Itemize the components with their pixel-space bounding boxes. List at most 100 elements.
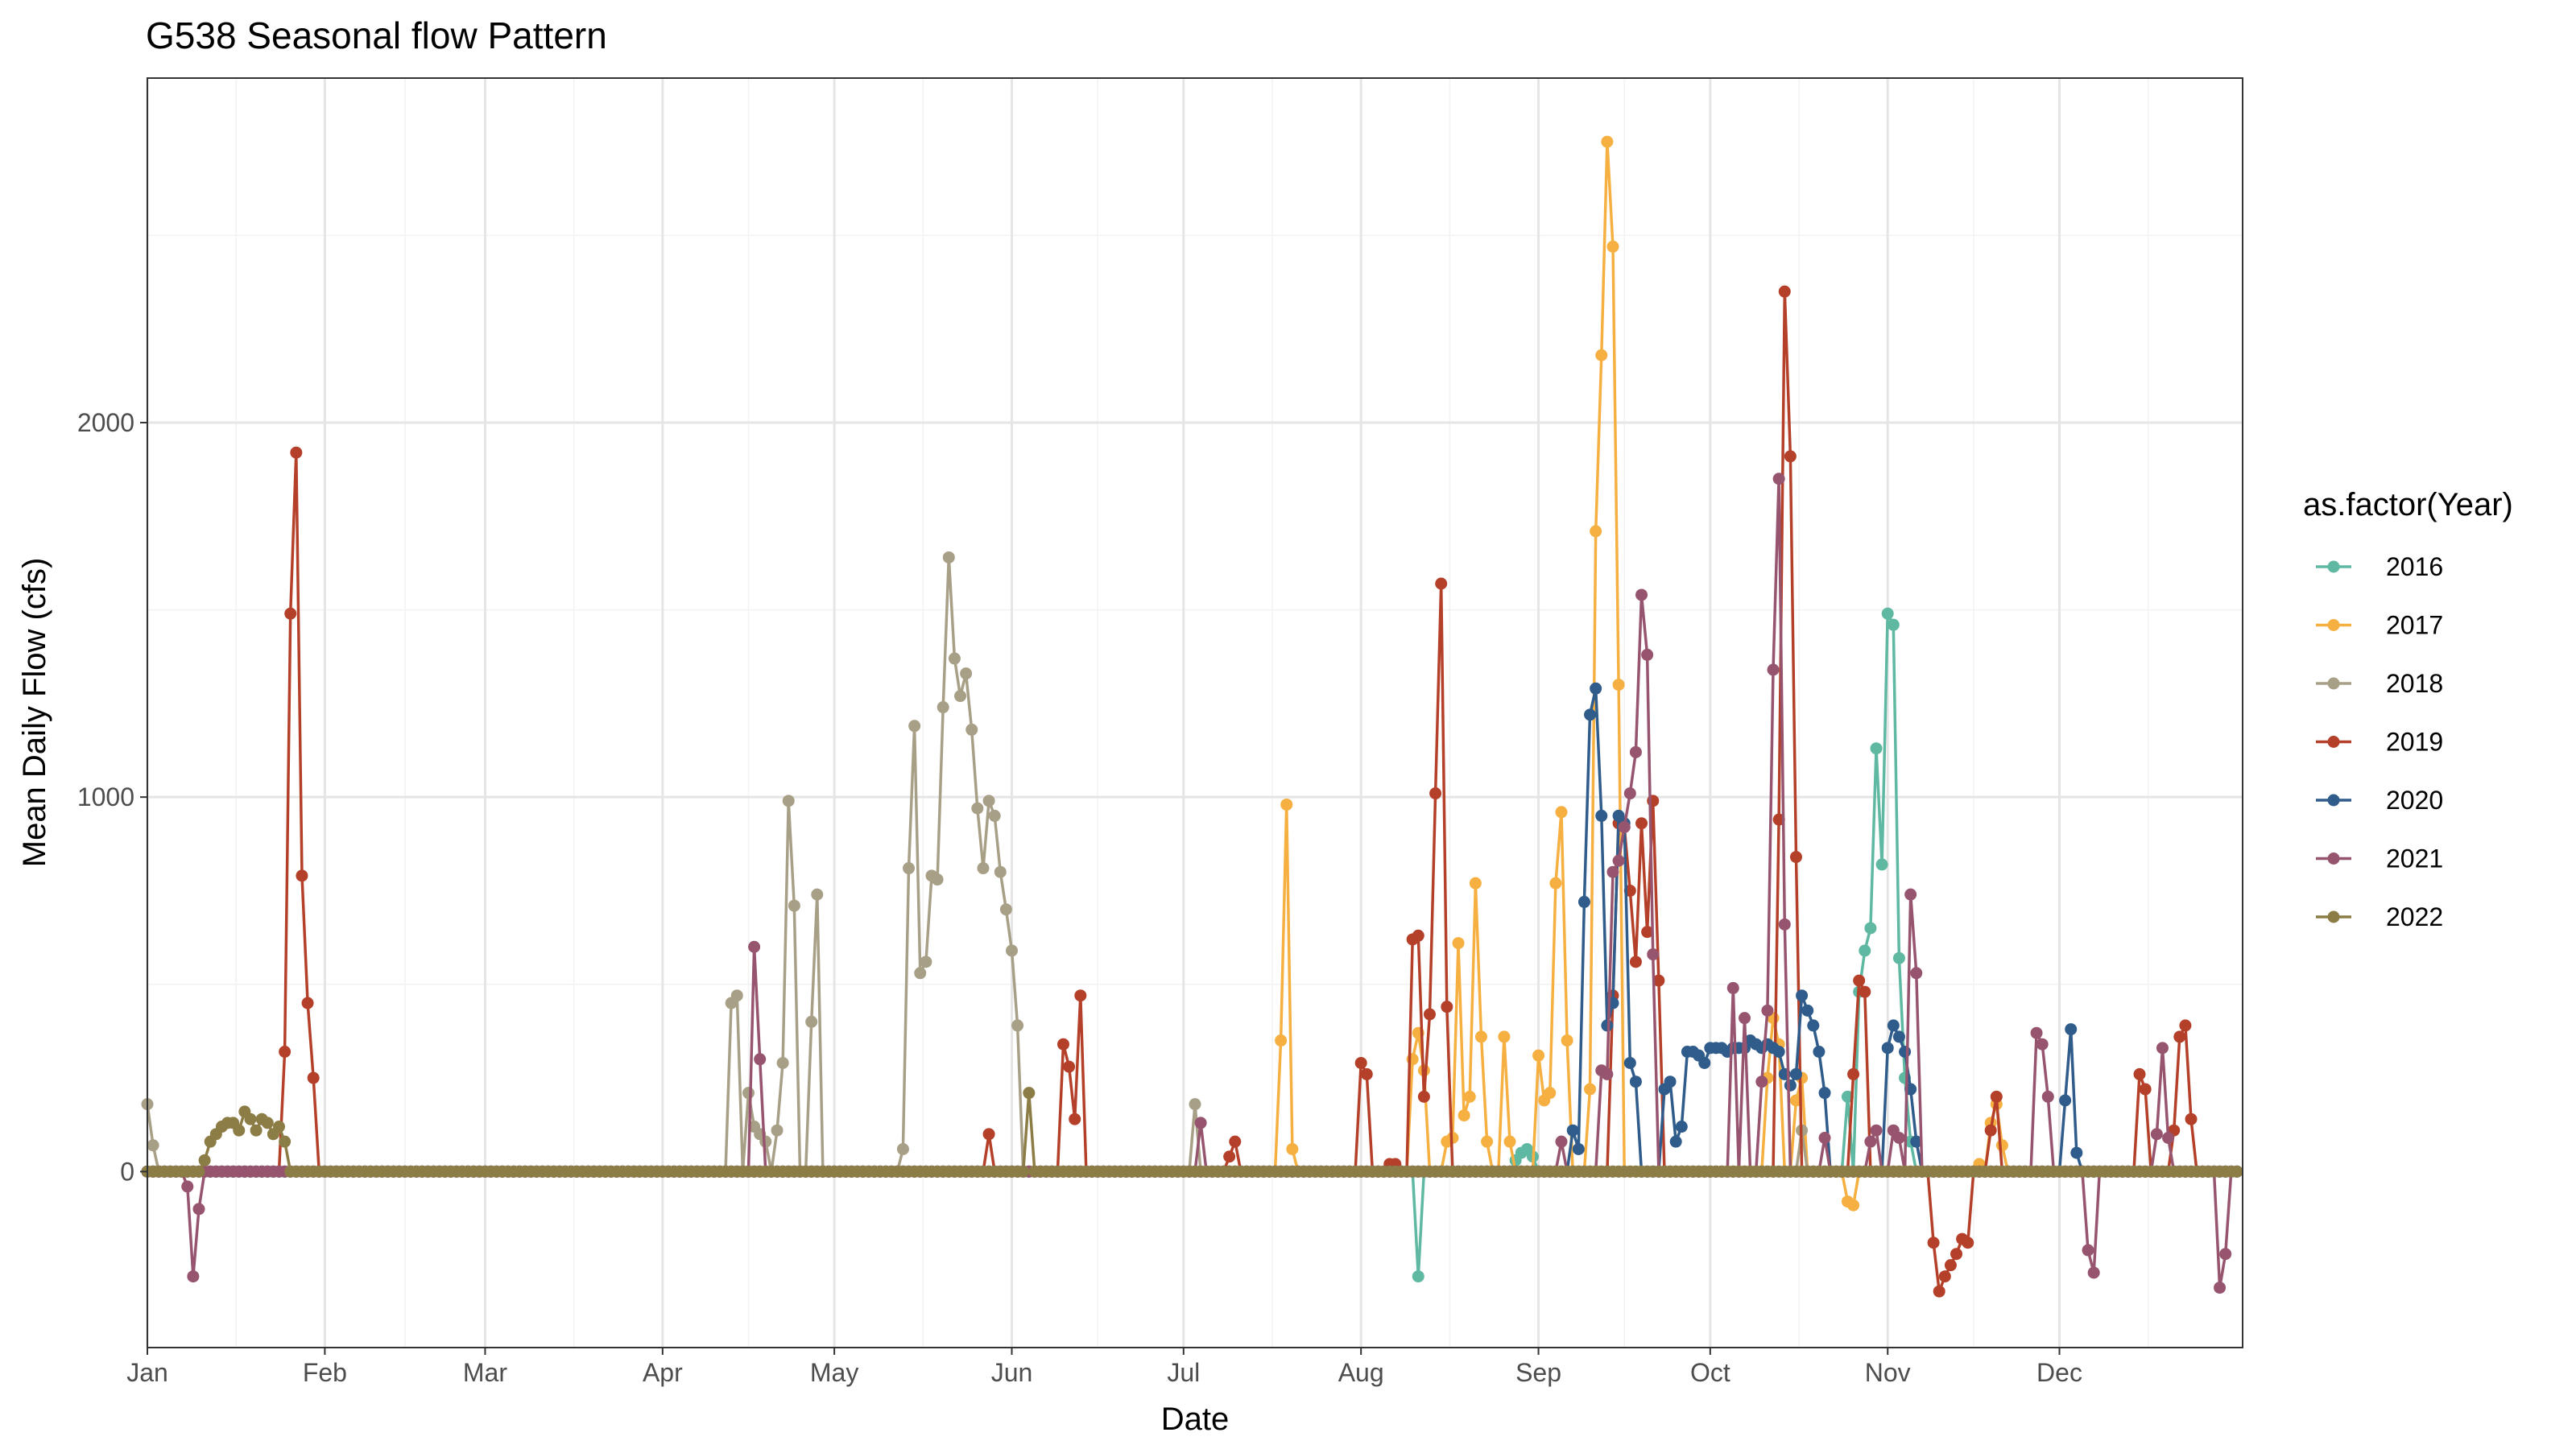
y-axis: 0 1000 2000 xyxy=(77,408,147,1186)
data-point xyxy=(198,1154,211,1166)
data-point xyxy=(1772,1045,1785,1058)
data-point xyxy=(290,446,303,459)
plot-panel xyxy=(147,78,2243,1348)
data-point xyxy=(1761,1004,1774,1017)
legend-item-2016: 2016 xyxy=(2316,552,2443,581)
data-point xyxy=(1784,450,1797,463)
data-point xyxy=(1892,1030,1905,1043)
legend-label: 2019 xyxy=(2386,728,2443,757)
data-point xyxy=(1584,1083,1597,1096)
data-point xyxy=(1892,1131,1905,1144)
data-point xyxy=(896,1142,909,1155)
data-point xyxy=(1629,956,1642,968)
legend-item-2021: 2021 xyxy=(2316,844,2443,873)
data-point xyxy=(1864,1135,1877,1148)
data-point xyxy=(1572,1142,1585,1155)
legend-label: 2018 xyxy=(2386,669,2443,698)
data-point xyxy=(1011,1019,1024,1032)
data-point xyxy=(971,802,984,815)
data-point xyxy=(1194,1117,1207,1129)
data-point xyxy=(1789,1067,1802,1080)
data-point xyxy=(279,1045,292,1058)
data-point xyxy=(1887,1019,1900,1032)
data-point xyxy=(1280,798,1293,811)
data-point xyxy=(748,940,761,953)
data-point xyxy=(2173,1030,2186,1043)
data-point xyxy=(1881,1042,1894,1055)
y-axis-label: Mean Daily Flow (cfs) xyxy=(17,558,52,868)
legend-key-point xyxy=(2327,794,2340,807)
data-point xyxy=(1899,1045,1912,1058)
legend-item-2022: 2022 xyxy=(2316,902,2443,931)
data-point xyxy=(1474,1030,1487,1043)
legend-item-2019: 2019 xyxy=(2316,728,2443,757)
data-point xyxy=(942,551,955,564)
data-point xyxy=(1995,1139,2008,1152)
data-point xyxy=(1463,1090,1476,1103)
data-point xyxy=(920,956,932,968)
legend-key-point xyxy=(2327,677,2340,690)
data-point xyxy=(1864,922,1877,935)
grid xyxy=(146,78,2243,1348)
data-point xyxy=(1452,937,1465,950)
data-point xyxy=(1481,1135,1494,1148)
data-point xyxy=(1555,806,1568,819)
data-point xyxy=(1847,1199,1860,1212)
data-point xyxy=(1944,1259,1957,1272)
data-point xyxy=(977,862,990,875)
data-point xyxy=(982,795,995,807)
data-point xyxy=(1652,974,1665,987)
data-point xyxy=(1412,1270,1424,1283)
data-point xyxy=(1469,877,1482,890)
data-point xyxy=(1577,895,1590,908)
x-axis-label: Date xyxy=(1161,1402,1230,1437)
data-point xyxy=(914,967,927,980)
data-point xyxy=(296,869,308,882)
data-point xyxy=(2065,1023,2078,1036)
data-point xyxy=(1074,989,1087,1002)
data-point xyxy=(284,607,297,620)
data-point xyxy=(1590,525,1602,538)
data-point xyxy=(1063,1060,1076,1073)
data-point xyxy=(1881,607,1894,620)
data-point xyxy=(754,1053,767,1066)
data-point xyxy=(1669,1135,1682,1148)
data-point xyxy=(1813,1045,1826,1058)
data-point xyxy=(2041,1090,2054,1103)
data-point xyxy=(2156,1042,2169,1055)
y-tick-label: 1000 xyxy=(77,782,134,811)
data-point xyxy=(960,667,973,680)
data-point xyxy=(1601,135,1614,148)
data-point xyxy=(1847,1067,1860,1080)
x-tick-label: Jun xyxy=(991,1358,1033,1387)
data-point xyxy=(1069,1113,1081,1125)
data-point xyxy=(273,1121,286,1133)
data-point xyxy=(1623,1056,1636,1069)
data-point xyxy=(1532,1049,1545,1062)
data-point xyxy=(948,652,961,665)
data-point xyxy=(2059,1094,2072,1107)
x-tick-label: Aug xyxy=(1338,1358,1384,1387)
legend-label: 2016 xyxy=(2386,552,2443,581)
data-point xyxy=(1887,618,1900,631)
data-point xyxy=(1423,1008,1436,1021)
data-point xyxy=(805,1015,818,1028)
data-point xyxy=(982,1128,995,1141)
x-tick-label: Sep xyxy=(1515,1358,1561,1387)
data-point xyxy=(1223,1150,1236,1163)
data-point xyxy=(1017,1165,1030,1178)
data-point xyxy=(307,1071,320,1084)
data-point xyxy=(1023,1087,1036,1100)
data-point xyxy=(771,1124,784,1137)
legend-key-point xyxy=(2327,736,2340,748)
data-point xyxy=(1675,1121,1688,1133)
data-point xyxy=(1772,473,1785,485)
data-point xyxy=(2150,1128,2163,1141)
data-point xyxy=(2162,1131,2175,1144)
data-point xyxy=(994,865,1007,878)
data-point xyxy=(1778,918,1791,931)
x-tick-label: Apr xyxy=(643,1358,683,1387)
data-point xyxy=(1595,809,1608,822)
data-point xyxy=(1544,1087,1557,1100)
